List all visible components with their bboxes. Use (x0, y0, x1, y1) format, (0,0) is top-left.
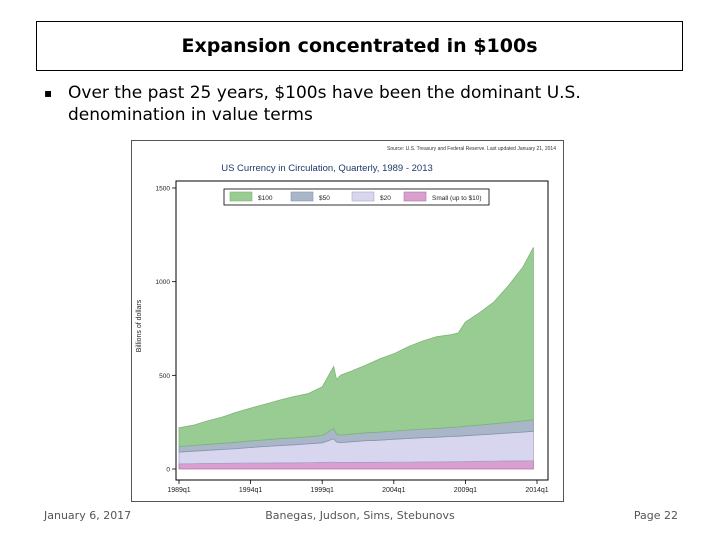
slide-title: Expansion concentrated in $100s (181, 35, 538, 57)
y-axis: 0 500 1000 1500 (156, 186, 176, 474)
y-tick-label: 1500 (156, 186, 171, 193)
area-series-group (178, 247, 534, 470)
chart-title: US Currency in Circulation, Quarterly, 1… (221, 163, 433, 174)
x-tick-label: 2004q1 (382, 487, 405, 494)
square-bullet-icon: ▪ (44, 86, 53, 100)
legend-swatch (229, 191, 253, 202)
bullet-text: Over the past 25 years, $100s have been … (68, 83, 581, 125)
legend-label: $100 (258, 195, 273, 202)
x-tick-label: 1989q1 (167, 487, 190, 494)
legend-label: $50 (319, 195, 330, 202)
legend-label: Small (up to $10) (432, 195, 482, 202)
x-axis: 1989q1 1994q1 1999q1 2004q1 2009q1 2014q1 (167, 480, 549, 494)
legend-swatch (403, 191, 427, 202)
chart-legend: $100 $50 $20 Small (up to $10) (223, 188, 490, 206)
y-tick-label: 500 (159, 373, 170, 380)
slide-title-box: Expansion concentrated in $100s (36, 21, 683, 71)
legend-label: $20 (380, 195, 391, 202)
chart-source-note: Source: U.S. Treasury and Federal Reserv… (387, 146, 556, 152)
footer-page-number: Page 22 (633, 509, 678, 522)
currency-area-chart: Source: U.S. Treasury and Federal Reserv… (136, 146, 556, 494)
legend-swatch (290, 191, 314, 202)
footer-authors: Banegas, Judson, Sims, Stebunovs (265, 509, 455, 522)
area-series-100 (178, 247, 534, 447)
x-tick-label: 2009q1 (454, 487, 477, 494)
y-tick-label: 1000 (156, 279, 171, 286)
x-tick-label: 2014q1 (525, 487, 548, 494)
x-tick-label: 1994q1 (239, 487, 262, 494)
legend-swatch (351, 191, 375, 202)
bullet-point: ▪ Over the past 25 years, $100s have bee… (44, 82, 664, 126)
y-axis-label: Billions of dollars (136, 299, 143, 352)
footer-date: January 6, 2017 (44, 509, 132, 522)
x-tick-label: 1999q1 (311, 487, 334, 494)
chart-frame: Source: U.S. Treasury and Federal Reserv… (131, 140, 564, 502)
y-tick-label: 0 (166, 467, 170, 474)
